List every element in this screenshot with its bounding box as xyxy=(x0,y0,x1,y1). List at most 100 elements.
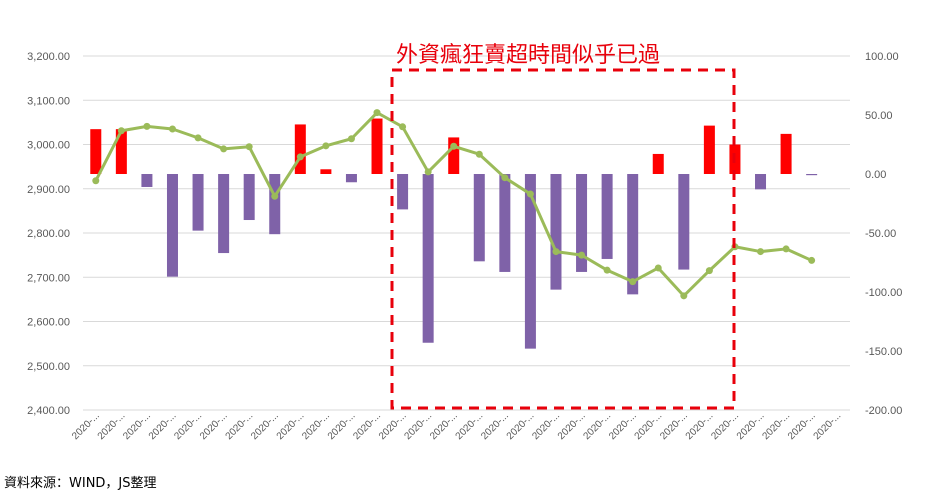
line-point xyxy=(526,190,534,198)
x-tick-label: 2020-... xyxy=(147,410,179,442)
line-point xyxy=(705,267,713,275)
right-tick-label: 0.00 xyxy=(865,169,886,181)
bar xyxy=(780,133,792,174)
x-tick-label: 2020-... xyxy=(454,410,486,442)
bar xyxy=(806,174,818,176)
line-point xyxy=(450,142,458,150)
line-point xyxy=(245,143,253,151)
x-tick-label: 2020-... xyxy=(351,410,383,442)
line-point xyxy=(501,174,509,182)
annotation-text: 外資瘋狂賣超時間似乎已過 xyxy=(396,43,660,68)
x-tick-label: 2020-... xyxy=(403,410,435,442)
x-tick-label: 2020-... xyxy=(275,410,307,442)
right-tick-label: -150.00 xyxy=(865,346,902,358)
x-tick-label: 2020-... xyxy=(607,410,639,442)
right-tick-label: -100.00 xyxy=(865,287,902,299)
bar xyxy=(371,118,383,174)
line-point xyxy=(808,256,816,264)
x-tick-label: 2020-... xyxy=(198,410,230,442)
bar xyxy=(576,174,588,272)
left-axis: 2,400.00 2,500.00 2,600.00 2,700.00 2,800.00… xyxy=(27,51,70,417)
bar xyxy=(166,174,178,277)
right-tick-label: 50.00 xyxy=(865,110,893,122)
bar xyxy=(703,125,715,174)
bar xyxy=(90,129,102,174)
x-tick-label: 2020-... xyxy=(530,410,562,442)
line-point xyxy=(654,264,662,272)
bar xyxy=(550,174,562,290)
x-tick-label: 2020-... xyxy=(556,410,588,442)
bar xyxy=(524,174,536,349)
line-series xyxy=(92,109,816,300)
line-point xyxy=(578,251,586,259)
x-tick-label: 2020-... xyxy=(505,410,537,442)
line-point xyxy=(296,153,304,161)
source-note: 資料來源：WIND，JS整理 xyxy=(4,476,157,491)
bar xyxy=(422,174,434,343)
bar xyxy=(243,174,255,221)
right-tick-label: 100.00 xyxy=(865,51,899,63)
line-point xyxy=(782,245,790,253)
line-point xyxy=(603,266,611,274)
x-tick-label: 2020-... xyxy=(326,410,358,442)
line-point xyxy=(271,192,279,200)
left-tick-label: 3,200.00 xyxy=(27,51,70,63)
right-tick-label: -200.00 xyxy=(865,405,902,417)
bar xyxy=(448,137,460,174)
x-tick-label: 2020-... xyxy=(479,410,511,442)
right-axis: -200.00 -150.00 -100.00 -50.00 0.00 50.00 100.… xyxy=(865,51,902,417)
line-point xyxy=(92,177,100,185)
bar xyxy=(755,174,767,190)
x-tick-label: 2020-... xyxy=(96,410,128,442)
line-point xyxy=(220,145,228,153)
left-tick-label: 2,600.00 xyxy=(27,317,70,329)
x-tick-label: 2020-... xyxy=(658,410,690,442)
line-point xyxy=(194,134,202,142)
bar-series xyxy=(90,118,818,349)
line-point xyxy=(168,125,176,133)
line-point xyxy=(322,142,330,150)
bar xyxy=(678,174,690,270)
left-tick-label: 2,800.00 xyxy=(27,228,70,240)
x-tick-label: 2020-... xyxy=(224,410,256,442)
line-point xyxy=(424,168,432,176)
x-tick-label: 2020-... xyxy=(300,410,332,442)
line-point xyxy=(373,109,381,117)
x-tick-label: 2020-... xyxy=(172,410,204,442)
annotation-box xyxy=(390,68,736,410)
bar xyxy=(345,174,357,183)
line-point xyxy=(117,127,125,135)
bar xyxy=(627,174,639,295)
bar xyxy=(601,174,613,259)
line-point xyxy=(629,278,637,286)
bar xyxy=(499,174,511,272)
bar xyxy=(141,174,153,187)
x-tick-label: 2020-... xyxy=(812,410,844,442)
left-tick-label: 2,500.00 xyxy=(27,361,70,373)
left-tick-label: 2,900.00 xyxy=(27,184,70,196)
bar xyxy=(115,129,127,174)
bar xyxy=(218,174,230,254)
x-tick-label: 2020-... xyxy=(709,410,741,442)
x-axis: 2020-...2020-...2020-...2020-...2020-...… xyxy=(70,410,843,442)
x-tick-label: 2020-... xyxy=(70,410,102,442)
left-tick-label: 3,000.00 xyxy=(27,140,70,152)
line-point xyxy=(347,135,355,143)
x-tick-label: 2020-... xyxy=(377,410,409,442)
x-tick-label: 2020-... xyxy=(121,410,153,442)
x-tick-label: 2020-... xyxy=(633,410,665,442)
x-tick-label: 2020-... xyxy=(249,410,281,442)
line-point xyxy=(399,123,407,131)
line-point xyxy=(143,122,151,130)
bar xyxy=(473,174,485,262)
right-tick-label: -50.00 xyxy=(865,228,896,240)
x-tick-label: 2020-... xyxy=(760,410,792,442)
line-point xyxy=(552,248,560,256)
line-point xyxy=(757,248,765,256)
x-tick-label: 2020-... xyxy=(581,410,613,442)
bar xyxy=(269,174,281,235)
left-tick-label: 2,700.00 xyxy=(27,272,70,284)
bar xyxy=(192,174,204,231)
x-tick-label: 2020-... xyxy=(684,410,716,442)
